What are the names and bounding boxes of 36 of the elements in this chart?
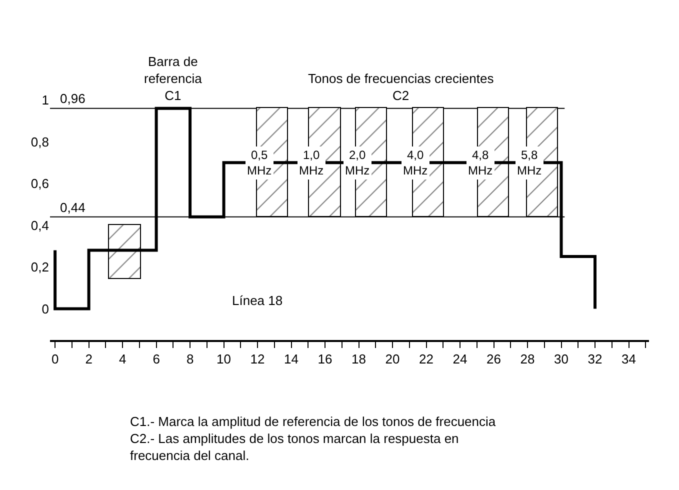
x-tick-label: 24 [452,352,468,367]
x-tick-label: 20 [385,352,400,367]
x-tick-label: 8 [186,352,194,367]
y-tick-label: 0 [42,301,49,316]
x-tick-label: 0 [51,352,59,367]
annotation: 4,8 MHz [468,148,493,178]
y-tick-label: 0,4 [30,218,49,233]
x-tick-label: 34 [622,352,636,367]
y-tick-label: 0,8 [30,134,49,150]
x-tick-label: 4 [118,352,126,367]
x-tick-label: 12 [250,352,265,367]
x-tick-label: 30 [554,352,568,367]
x-tick-label: 26 [486,352,502,367]
annotation: 4,0 MHz [403,148,428,178]
annotation: 5,8 MHz [517,148,542,178]
annotation: Línea 18 [232,293,283,308]
text: C1.- Marca la amplitud de referencia de los tonos de frecuencia C2.- Las amplitudes de los tonos marcan la respuesta en frecuencia del canal. [130,414,496,463]
annotation: Barra de referencia C1 [144,54,203,103]
ref-line-label: 0,44 [60,200,86,215]
annotation: 2,0 MHz [345,148,370,178]
x-tick-label: 10 [216,352,232,367]
x-tick-label: 22 [419,352,434,367]
x-tick-label: 14 [284,352,299,367]
y-tick-label: 1 [42,92,49,108]
x-tick-label: 16 [318,352,332,367]
annotation: Tonos de frecuencias crecientes C2 [308,71,494,103]
x-tick-label: 18 [352,352,366,367]
annotation: 0,5 MHz [247,148,272,178]
x-tick-label: 28 [520,352,535,367]
ref-line-label: 0,96 [60,91,86,106]
x-tick-label: 32 [588,352,602,367]
y-tick-label: 0,2 [30,260,49,275]
x-tick-label: 6 [152,352,160,367]
x-tick-label: 2 [85,352,92,367]
annotation: 1,0 MHz [299,148,324,178]
y-tick-label: 0,6 [30,176,49,192]
